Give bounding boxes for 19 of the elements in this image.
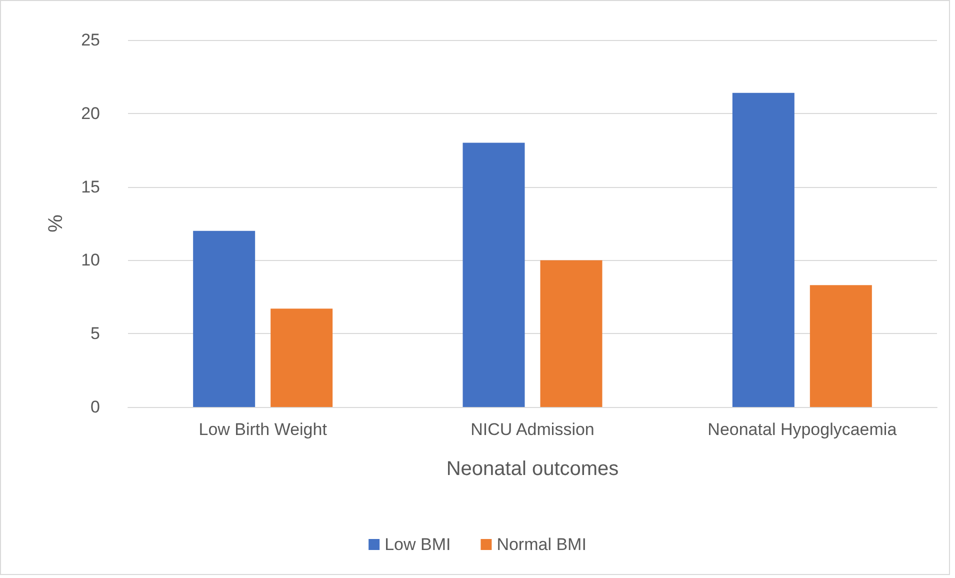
y-tick-label: 20 <box>81 104 100 123</box>
bar <box>810 285 872 407</box>
y-tick-label: 25 <box>81 30 100 50</box>
y-tick-label: 10 <box>81 250 100 270</box>
y-tick-label: 5 <box>90 324 100 344</box>
bar <box>193 230 256 407</box>
bar <box>540 260 602 407</box>
x-tick-label: NICU Admission <box>470 420 594 439</box>
y-axis-title: % <box>45 214 67 232</box>
bar <box>732 92 794 407</box>
x-tick-label: Low Birth Weight <box>198 420 328 439</box>
bar <box>270 308 333 407</box>
legend-label: Normal BMI <box>496 535 586 554</box>
y-tick-label: 0 <box>90 398 100 416</box>
x-tick-label: Neonatal Hypoglycaemia <box>708 420 898 439</box>
x-axis-title: Neonatal outcomes <box>446 458 619 480</box>
bar <box>462 142 525 407</box>
y-tick-label: 15 <box>81 177 100 196</box>
legend-label: Low BMI <box>384 535 451 554</box>
